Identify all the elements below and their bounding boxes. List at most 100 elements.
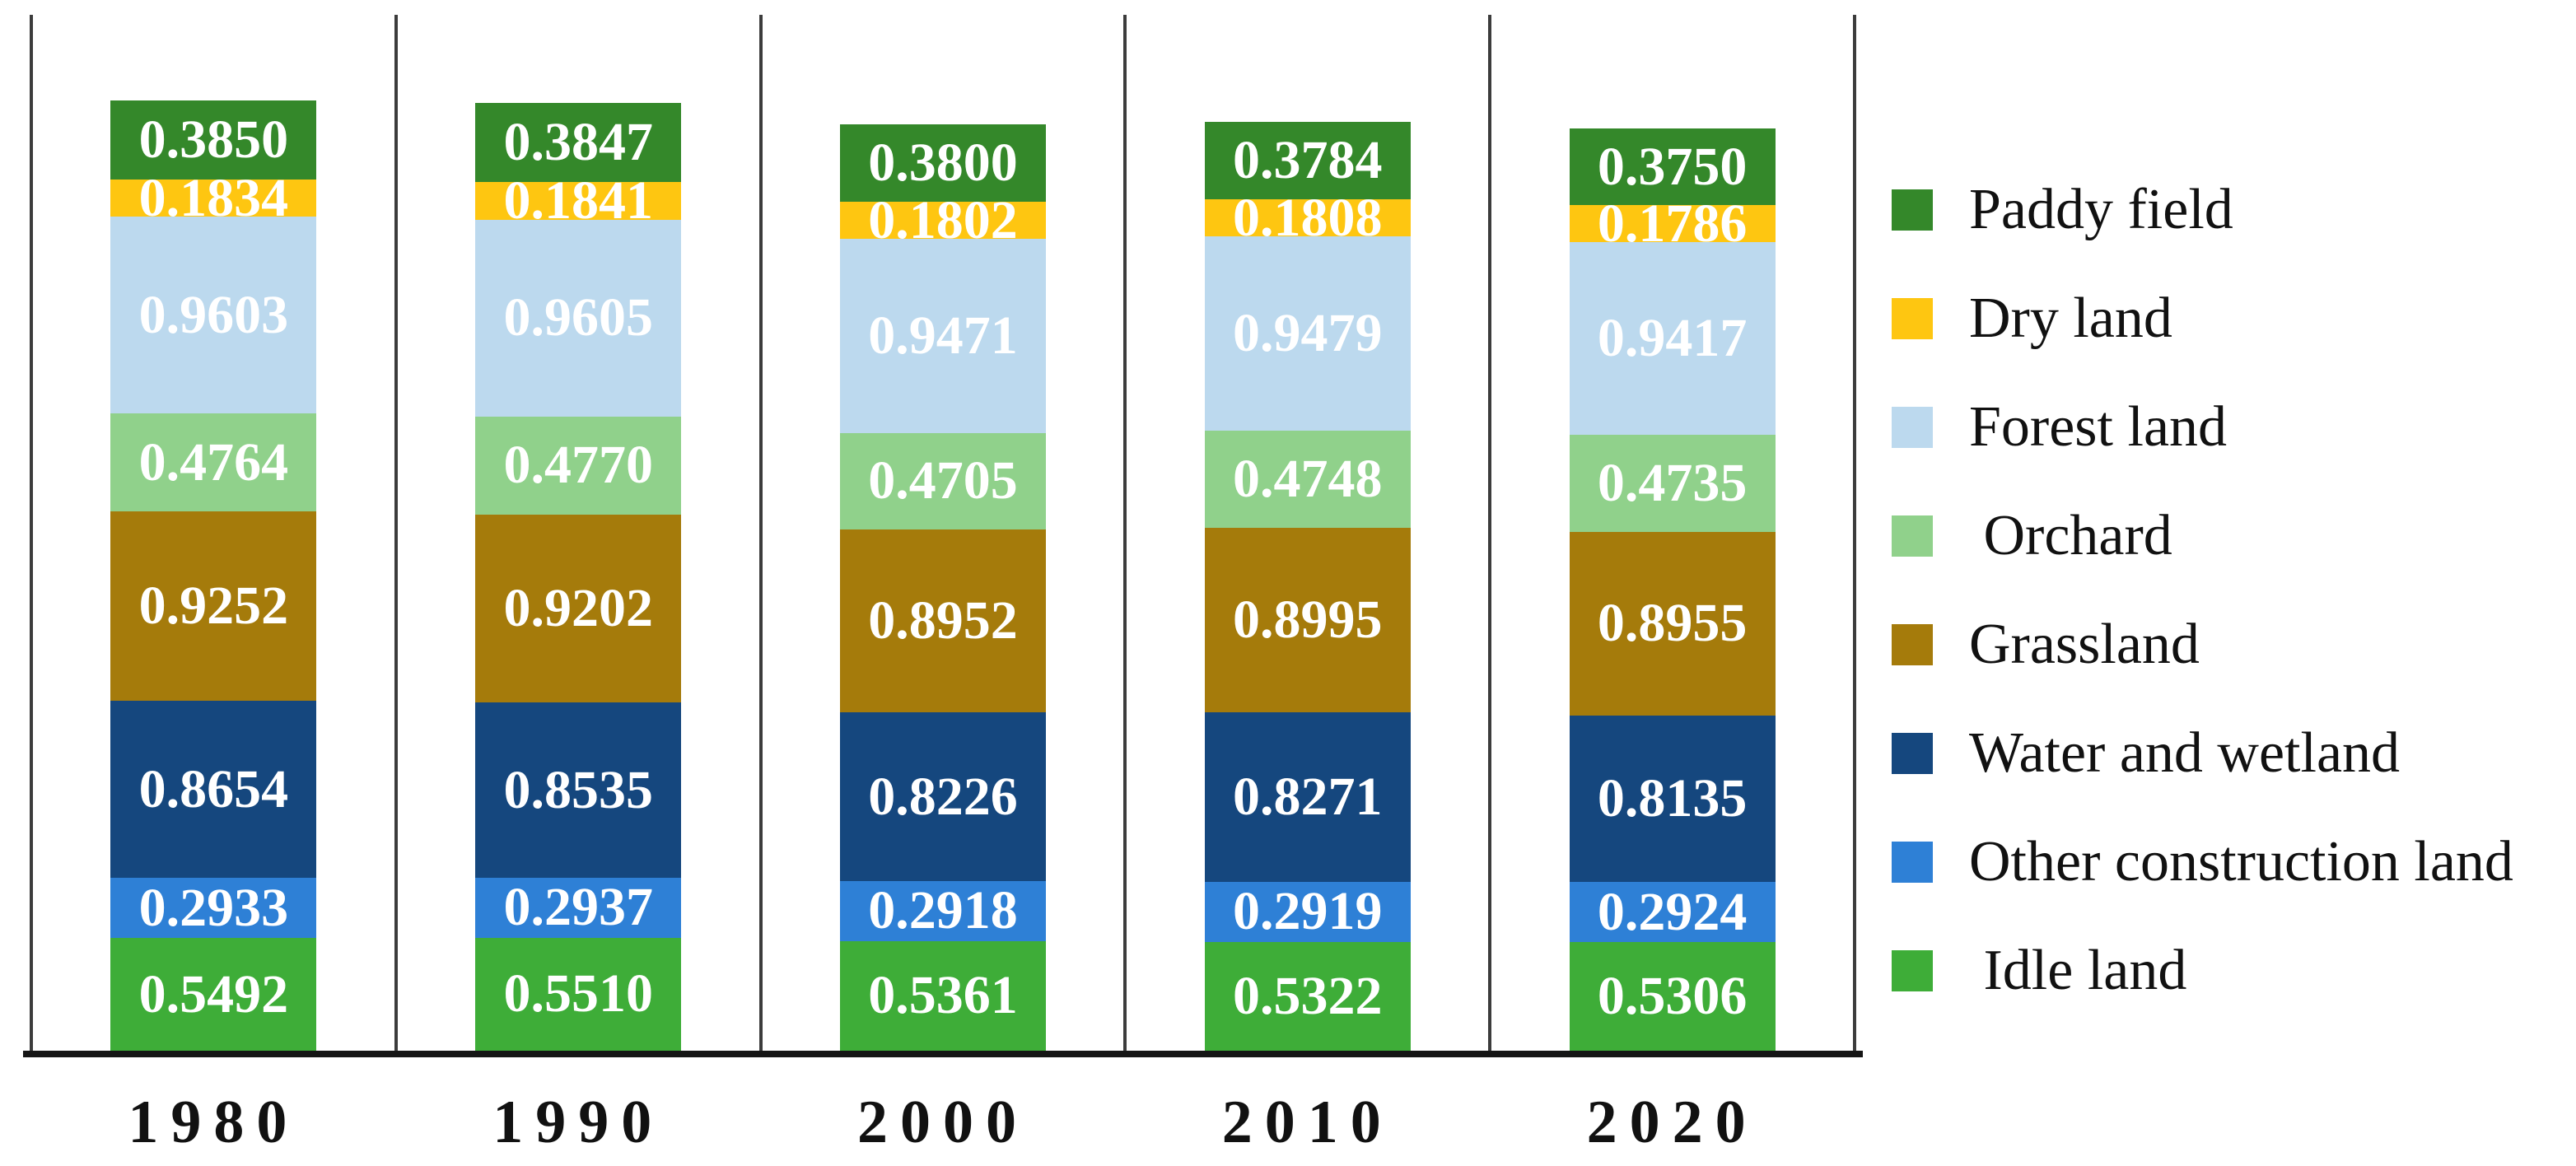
- bar-segment-orchard-1990: 0.4770: [475, 416, 682, 515]
- legend-label-orchard: Orchard: [1969, 504, 2172, 567]
- bar-segment-other-construction-land-2020: 0.2924: [1569, 881, 1776, 942]
- segment-value-label: 0.8995: [1233, 590, 1383, 651]
- bar-segment-orchard-2020: 0.4735: [1569, 435, 1776, 532]
- segment-value-label: 0.8535: [503, 759, 653, 820]
- legend: Paddy field Dry land Forest land Orchard Gr…: [1892, 181, 2513, 1059]
- legend-label-water-and-wetland: Water and wetland: [1969, 721, 2401, 785]
- bar-segment-other-construction-land-1980: 0.2933: [110, 877, 317, 939]
- segment-value-label: 0.8654: [138, 758, 289, 819]
- segment-value-label: 0.1786: [1597, 193, 1748, 254]
- segment-value-label: 0.4764: [138, 431, 289, 492]
- segment-value-label: 0.4705: [868, 450, 1018, 511]
- bar-segment-water-and-wetland-2010: 0.8271: [1204, 712, 1411, 882]
- segment-value-label: 0.9252: [138, 575, 289, 636]
- segment-value-label: 0.4735: [1597, 453, 1748, 514]
- legend-label-other-construction-land: Other construction land: [1969, 830, 2513, 893]
- segment-value-label: 0.4748: [1233, 449, 1383, 510]
- segment-value-label: 0.9479: [1233, 303, 1383, 364]
- segment-value-label: 0.9603: [138, 284, 289, 345]
- bar-segment-idle-land-1980: 0.5492: [110, 938, 317, 1051]
- segment-value-label: 0.5361: [868, 965, 1018, 1026]
- bar-segment-grassland-2000: 0.8952: [840, 529, 1046, 713]
- bar-segment-water-and-wetland-2000: 0.8226: [840, 712, 1046, 881]
- segment-value-label: 0.3850: [138, 109, 289, 170]
- bar-segment-water-and-wetland-2020: 0.8135: [1569, 715, 1776, 883]
- segment-value-label: 0.9605: [503, 287, 653, 348]
- segment-value-label: 0.2933: [138, 877, 289, 938]
- bar-segment-orchard-2010: 0.4748: [1204, 431, 1411, 529]
- legend-item-forest-land: Forest land: [1892, 399, 2513, 456]
- bar-1980: 0.3850 0.1834 0.9603 0.4764 0.9252 0.8654 0.29…: [110, 100, 317, 1051]
- bar-segment-grassland-1990: 0.9202: [475, 514, 682, 703]
- segment-value-label: 0.1802: [868, 189, 1018, 250]
- segment-value-label: 0.1834: [138, 167, 289, 228]
- segment-value-label: 0.5306: [1597, 965, 1748, 1026]
- bar-segment-grassland-2010: 0.8995: [1204, 528, 1411, 713]
- bar-segment-water-and-wetland-1990: 0.8535: [475, 702, 682, 878]
- legend-label-idle-land: Idle land: [1969, 939, 2187, 1002]
- segment-value-label: 0.8226: [868, 766, 1018, 827]
- legend-label-dry-land: Dry land: [1969, 287, 2172, 350]
- segment-value-label: 0.3750: [1597, 136, 1748, 197]
- panel-divider-line: [1853, 15, 1856, 1051]
- bar-segment-grassland-1980: 0.9252: [110, 511, 317, 702]
- x-axis-label-2010: 2010: [1221, 1089, 1393, 1156]
- segment-value-label: 0.8271: [1233, 767, 1383, 828]
- bar-segment-dry-land-2000: 0.1802: [840, 193, 1046, 247]
- segment-value-label: 0.3847: [503, 112, 653, 173]
- segment-value-label: 0.2924: [1597, 881, 1748, 942]
- legend-item-dry-land: Dry land: [1892, 290, 2513, 347]
- legend-swatch-orchard: [1892, 515, 1933, 557]
- panel-divider-line: [1488, 15, 1492, 1051]
- segment-value-label: 0.2937: [503, 877, 653, 938]
- segment-value-label: 0.8135: [1597, 767, 1748, 828]
- segment-value-label: 0.1841: [503, 170, 653, 231]
- segment-value-label: 0.8952: [868, 590, 1018, 651]
- legend-label-forest-land: Forest land: [1969, 395, 2228, 459]
- segment-value-label: 0.9471: [868, 305, 1018, 366]
- panel-divider-line: [1123, 15, 1127, 1051]
- bar-segment-water-and-wetland-1980: 0.8654: [110, 701, 317, 879]
- panel-divider-line: [758, 15, 763, 1051]
- x-axis-label-2020: 2020: [1586, 1089, 1758, 1156]
- bar-segment-orchard-2000: 0.4705: [840, 432, 1046, 529]
- bar-segment-paddy-field-2020: 0.3750: [1569, 128, 1776, 206]
- legend-item-orchard: Orchard: [1892, 507, 2513, 565]
- bar-2000: 0.3800 0.1802 0.9471 0.4705 0.8952 0.8226 0.29…: [840, 124, 1046, 1051]
- bar-segment-orchard-1980: 0.4764: [110, 413, 317, 511]
- legend-swatch-water-and-wetland: [1892, 733, 1933, 774]
- bar-1990: 0.3847 0.1841 0.9605 0.4770 0.9202 0.8535 0.29…: [475, 103, 682, 1051]
- segment-value-label: 0.3800: [868, 132, 1018, 193]
- segment-value-label: 0.5322: [1233, 965, 1383, 1026]
- bar-segment-dry-land-2020: 0.1786: [1569, 196, 1776, 250]
- segment-value-label: 0.1808: [1233, 187, 1383, 248]
- bar-segment-forest-land-2020: 0.9417: [1569, 241, 1776, 436]
- segment-value-label: 0.5492: [138, 963, 289, 1024]
- x-axis-label-1980: 1980: [128, 1089, 300, 1156]
- legend-item-grassland: Grassland: [1892, 616, 2513, 674]
- segment-value-label: 0.3784: [1233, 130, 1383, 191]
- segment-value-label: 0.9417: [1597, 308, 1748, 369]
- bar-segment-dry-land-1990: 0.1841: [475, 173, 682, 227]
- panel-divider-line: [394, 15, 398, 1051]
- bar-segment-dry-land-2010: 0.1808: [1204, 190, 1411, 245]
- bar-segment-forest-land-1990: 0.9605: [475, 219, 682, 417]
- bar-segment-paddy-field-2000: 0.3800: [840, 124, 1046, 203]
- legend-item-water-and-wetland: Water and wetland: [1892, 725, 2513, 782]
- bar-segment-other-construction-land-2000: 0.2918: [840, 880, 1046, 941]
- legend-item-other-construction-land: Other construction land: [1892, 833, 2513, 891]
- segment-value-label: 0.4770: [503, 435, 653, 496]
- legend-swatch-forest-land: [1892, 407, 1933, 448]
- x-axis-label-1990: 1990: [492, 1089, 665, 1156]
- bar-segment-idle-land-2000: 0.5361: [840, 940, 1046, 1051]
- bar-segment-forest-land-2010: 0.9479: [1204, 236, 1411, 431]
- bar-segment-forest-land-1980: 0.9603: [110, 217, 317, 414]
- bar-segment-paddy-field-2010: 0.3784: [1204, 122, 1411, 200]
- bar-segment-grassland-2020: 0.8955: [1569, 531, 1776, 716]
- bar-segment-paddy-field-1980: 0.3850: [110, 100, 317, 180]
- segment-value-label: 0.2918: [868, 880, 1018, 941]
- legend-item-idle-land: Idle land: [1892, 942, 2513, 1000]
- x-axis-line: [23, 1051, 1863, 1057]
- panel-divider-line: [30, 15, 33, 1051]
- legend-item-paddy-field: Paddy field: [1892, 181, 2513, 239]
